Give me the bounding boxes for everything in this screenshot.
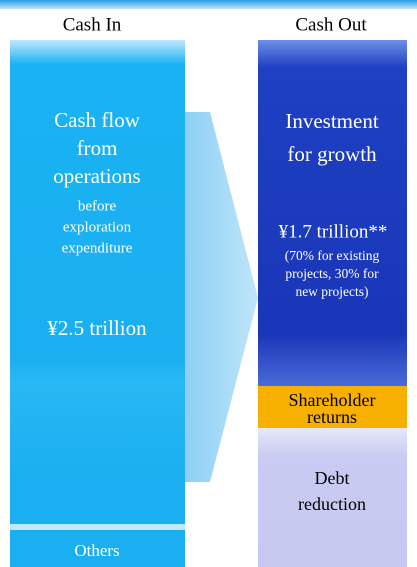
text-line: reduction	[298, 494, 366, 514]
cash-out-header: Cash Out	[295, 14, 367, 35]
amount: ¥2.5 trillion	[47, 316, 147, 340]
text-line: Debt	[315, 468, 350, 488]
flow-arrow	[185, 112, 258, 482]
investment-block	[258, 40, 407, 386]
top-bar	[0, 0, 417, 9]
text-line: before	[78, 198, 117, 214]
others-label: Others	[74, 541, 119, 560]
divider	[10, 524, 185, 530]
cash-in-text: Cash flow from operations before explora…	[47, 108, 147, 560]
cash-in-column	[10, 40, 185, 528]
text-line: returns	[307, 407, 357, 427]
debt-block	[258, 428, 407, 567]
note-line: (70% for existing	[285, 248, 380, 263]
investment-text: Investment for growth ¥1.7 trillion** (7…	[279, 109, 388, 299]
note-line: projects, 30% for	[285, 266, 379, 281]
note-line: new projects)	[295, 284, 368, 299]
text-line: Cash flow	[54, 108, 141, 132]
others-block	[10, 530, 185, 567]
text-line: Investment	[285, 109, 378, 133]
amount: ¥1.7 trillion**	[279, 221, 388, 242]
text-line: for growth	[287, 142, 377, 166]
text-line: Shareholder	[289, 390, 376, 410]
cash-in-header: Cash In	[63, 14, 122, 35]
text-line: operations	[53, 164, 140, 188]
text-line: exploration	[63, 219, 132, 235]
shareholder-block	[258, 386, 407, 428]
text-line: expenditure	[62, 240, 133, 256]
cash-out-lower-text: Shareholder returns Debt reduction	[289, 390, 376, 514]
text-line: from	[77, 136, 118, 160]
